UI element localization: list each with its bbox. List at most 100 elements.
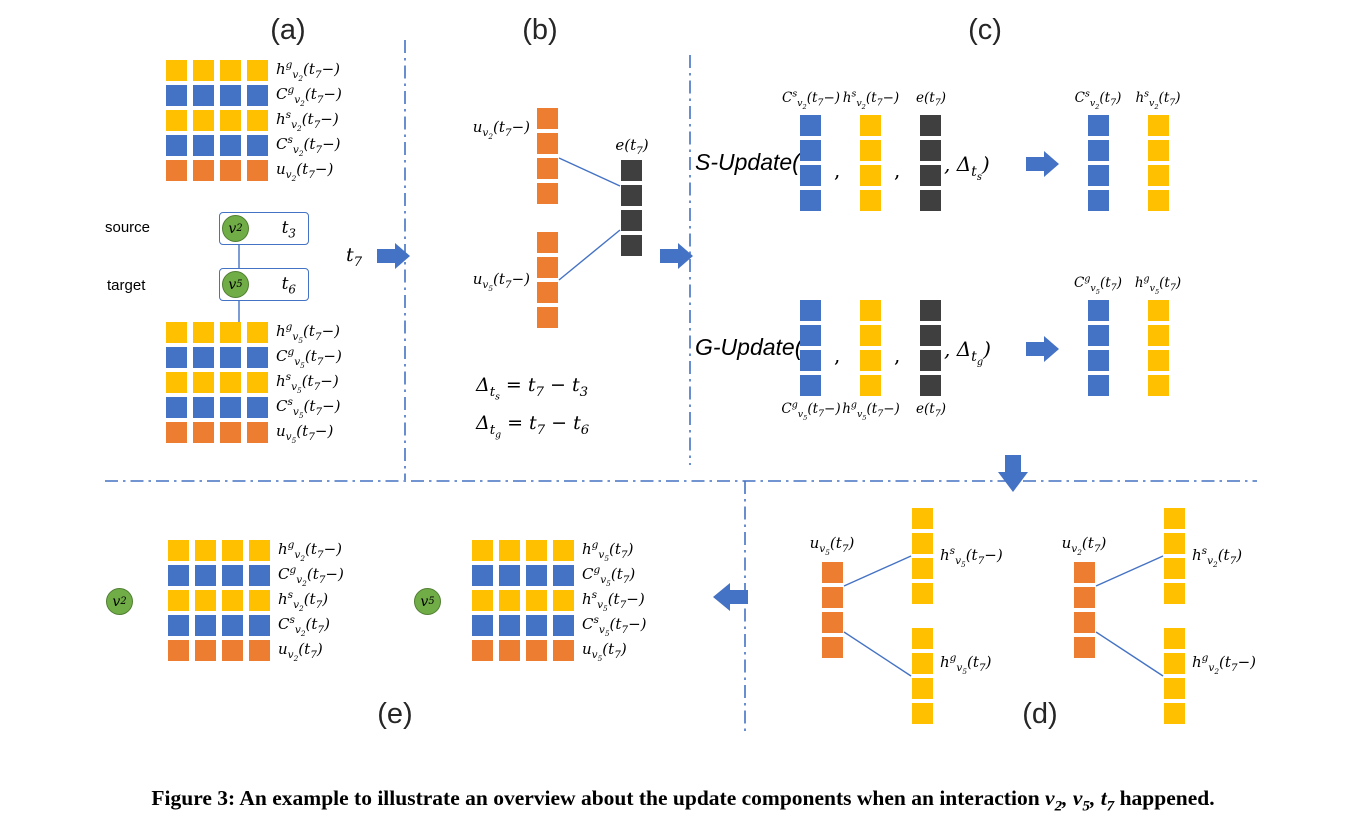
matrix-square (166, 397, 187, 418)
d-left-u-vector (822, 562, 843, 658)
matrix-square (920, 190, 941, 211)
matrix-square (1164, 653, 1185, 674)
matrix-square (537, 282, 558, 303)
matrix-square (912, 628, 933, 649)
vector-squares (166, 160, 268, 181)
grid-row: hgv2(t7−) (166, 60, 342, 82)
matrix-square (1148, 300, 1169, 321)
vector-squares (472, 565, 574, 586)
g-input-label-0: Cgv5(t7−) (781, 399, 841, 422)
s-output-label-0: Csv2(t7) (1074, 88, 1122, 111)
vector-label: uv5(t7−) (276, 421, 334, 446)
d-left-bottom-label: hgv5(t7) (940, 652, 992, 677)
memory-grid-v2-after: hgv2(t7−) Cgv2(t7−) hsv2(t7) Csv2(t7) uv… (168, 540, 344, 662)
matrix-square (553, 565, 574, 586)
matrix-square (912, 653, 933, 674)
matrix-square (553, 615, 574, 636)
matrix-square (166, 110, 187, 131)
connector-uv5-event (558, 229, 621, 281)
caption-suffix: happened. (1114, 786, 1215, 810)
arrow-s-result-icon (1026, 151, 1059, 177)
matrix-square (193, 160, 214, 181)
matrix-square (166, 322, 187, 343)
matrix-square (526, 540, 547, 561)
matrix-square (220, 160, 241, 181)
matrix-square (1088, 140, 1109, 161)
vector-squares (168, 540, 270, 561)
matrix-square (800, 140, 821, 161)
matrix-square (166, 347, 187, 368)
matrix-square (220, 422, 241, 443)
grid-row: Cgv5(t7−) (166, 347, 342, 369)
matrix-square (222, 565, 243, 586)
matrix-square (822, 587, 843, 608)
matrix-square (247, 322, 268, 343)
matrix-square (1074, 637, 1095, 658)
d-left-top-label: hsv5(t7−) (940, 545, 1003, 570)
d-right-top-label: hsv2(t7) (1192, 545, 1243, 570)
delta-tg-formula: Δtg = t7 − t6 (476, 412, 590, 441)
connector-d-left-bottom (843, 631, 912, 677)
matrix-square (860, 350, 881, 371)
matrix-square (1088, 165, 1109, 186)
grid-row: hgv5(t7−) (166, 322, 342, 344)
matrix-square (220, 85, 241, 106)
time-t3-label: t3 (281, 218, 296, 241)
vector-label: uv5(t7) (582, 639, 627, 664)
matrix-square (1148, 350, 1169, 371)
matrix-square (222, 590, 243, 611)
vector-label: Csv2(t7−) (276, 133, 341, 159)
matrix-square (1164, 678, 1185, 699)
matrix-square (1088, 300, 1109, 321)
matrix-square (1074, 562, 1095, 583)
matrix-square (193, 322, 214, 343)
matrix-square (526, 615, 547, 636)
matrix-square (553, 540, 574, 561)
connector-d-right-top (1095, 555, 1164, 587)
u-v5-label: uv5(t7−) (472, 270, 530, 294)
grid-row: hgv2(t7−) (168, 540, 344, 562)
grid-row: hgv5(t7) (472, 540, 647, 562)
matrix-square (220, 60, 241, 81)
matrix-square (499, 640, 520, 661)
matrix-square (249, 640, 270, 661)
matrix-square (195, 615, 216, 636)
matrix-square (168, 640, 189, 661)
matrix-square (220, 397, 241, 418)
grid-row: hsv2(t7−) (166, 110, 342, 132)
vector-squares (472, 640, 574, 661)
matrix-square (537, 158, 558, 179)
matrix-square (193, 110, 214, 131)
matrix-square (1148, 325, 1169, 346)
matrix-square (222, 640, 243, 661)
matrix-square (1088, 190, 1109, 211)
matrix-square (247, 372, 268, 393)
memory-grid-v2-before: hgv2(t7−) Cgv2(t7−) hsv2(t7−) Csv2(t7−) … (166, 60, 342, 182)
vector-squares (168, 590, 270, 611)
matrix-square (860, 190, 881, 211)
matrix-square (1164, 508, 1185, 529)
connector-d-left-top (843, 555, 912, 587)
matrix-square (526, 590, 547, 611)
caption-math: v2, v5, t7 (1045, 786, 1115, 815)
matrix-square (912, 678, 933, 699)
g-input-label-1: hgv5(t7−) (842, 399, 900, 422)
matrix-square (860, 300, 881, 321)
matrix-square (166, 60, 187, 81)
g-input-vector-2 (920, 300, 941, 396)
matrix-square (168, 565, 189, 586)
matrix-square (800, 325, 821, 346)
matrix-square (195, 565, 216, 586)
vector-squares (472, 540, 574, 561)
matrix-square (166, 422, 187, 443)
g-input-label-2: e(t7) (916, 401, 946, 420)
panel-e-label: (e) (377, 698, 413, 730)
matrix-square (168, 590, 189, 611)
matrix-square (1148, 375, 1169, 396)
matrix-square (860, 140, 881, 161)
matrix-square (222, 615, 243, 636)
matrix-square (537, 307, 558, 328)
matrix-square (499, 540, 520, 561)
matrix-square (537, 183, 558, 204)
